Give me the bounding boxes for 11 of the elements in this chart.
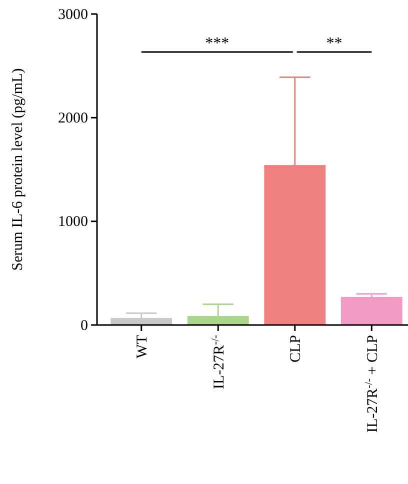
- bar: [340, 297, 402, 325]
- y-tick-label: 1000: [58, 214, 88, 230]
- bar: [110, 318, 172, 325]
- y-axis-title: Serum IL-6 protein level (pg/mL): [10, 68, 26, 271]
- x-tick-label: WT: [134, 335, 151, 358]
- x-tick-label: CLP: [288, 335, 304, 363]
- annotation: ***: [205, 35, 230, 52]
- y-tick-label: 3000: [58, 6, 88, 23]
- y-tick-label: 2000: [58, 110, 88, 126]
- annotation: **: [326, 35, 342, 52]
- y-tick-label: 0: [80, 318, 88, 334]
